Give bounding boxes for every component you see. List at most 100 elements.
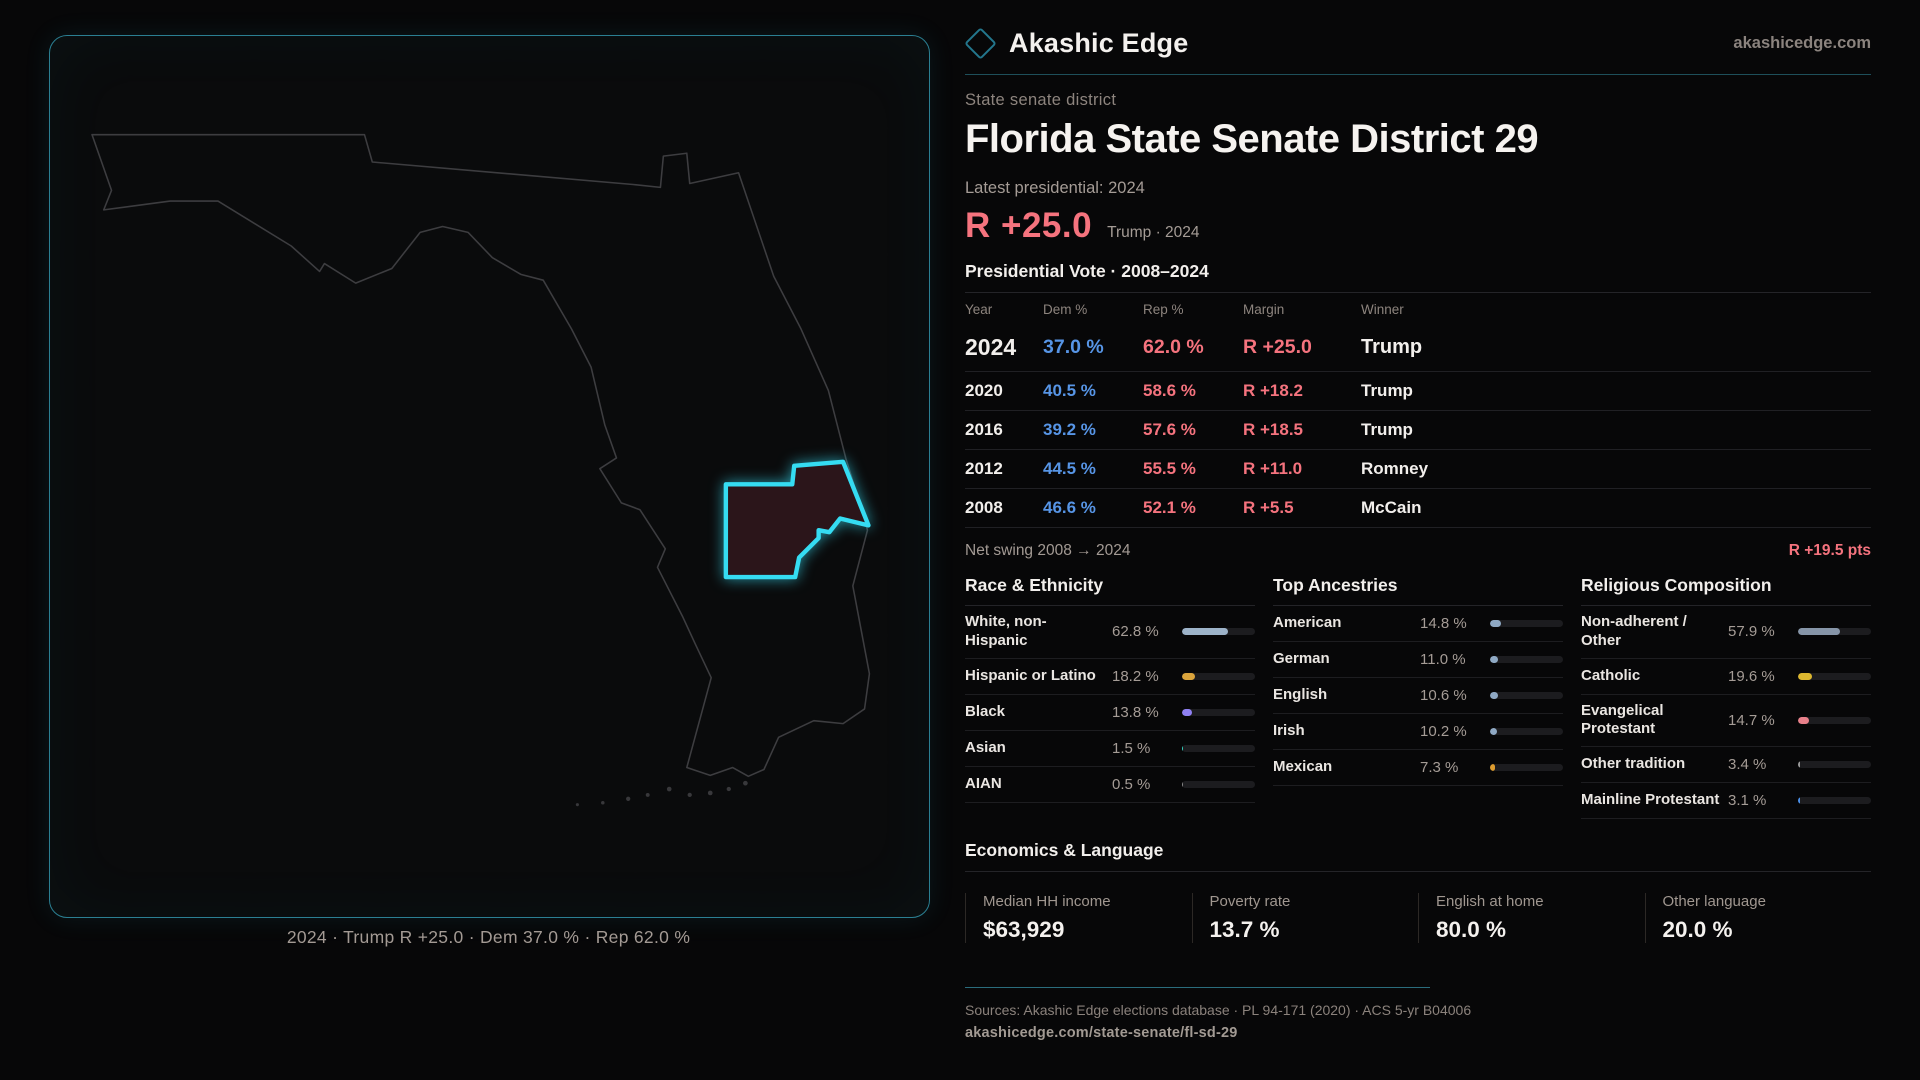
- cell-winner: McCain: [1361, 498, 1422, 517]
- latest-presidential-label: Latest presidential: 2024: [965, 179, 1145, 197]
- demo-label: White, non-Hispanic: [965, 613, 1047, 649]
- demo-value: 10.2 %: [1420, 723, 1467, 740]
- demo-bar-fill: [1182, 672, 1196, 680]
- demo-bar-fill: [1490, 620, 1501, 627]
- demo-bar-fill: [1182, 780, 1183, 788]
- economics-title: Economics & Language: [965, 840, 1871, 872]
- vote-row-2024: 2024 37.0 % 62.0 % R +25.0 Trump: [965, 324, 1871, 372]
- vote-table-title: Presidential Vote · 2008–2024: [965, 261, 1871, 293]
- demo-value: 62.8 %: [1112, 623, 1159, 641]
- demo-bar-fill: [1798, 797, 1801, 804]
- stat-poverty-rate: Poverty rate 13.7 %: [1191, 893, 1419, 943]
- net-swing-value: R +19.5 pts: [1788, 542, 1871, 559]
- demo-bar-fill: [1182, 708, 1193, 716]
- cell-rep-pct: 62.0 %: [1143, 336, 1204, 358]
- demo-bar-track: [1490, 656, 1563, 663]
- economics-stats: Median HH income $63,929 Poverty rate 13.7 …: [965, 893, 1871, 943]
- cell-rep-pct: 52.1 %: [1143, 498, 1196, 517]
- demo-bar-track: [1798, 797, 1871, 804]
- stat-median-hh-income: Median HH income $63,929: [965, 893, 1192, 943]
- permalink-link[interactable]: akashicedge.com/state-senate/fl-sd-29: [965, 1025, 1238, 1041]
- demo-bar-fill: [1182, 628, 1228, 636]
- florida-keys-islands: [575, 780, 748, 807]
- demo-row: White, non-Hispanic 62.8 %: [965, 606, 1255, 659]
- cell-margin: R +11.0: [1243, 459, 1303, 478]
- demo-row: AIAN 0.5 %: [965, 767, 1255, 803]
- stat-other-language: Other language 20.0 %: [1644, 893, 1872, 943]
- demo-row: American 14.8 %: [1273, 606, 1563, 642]
- brand-domain-link[interactable]: akashicedge.com: [1733, 34, 1871, 52]
- page-title: Florida State Senate District 29: [965, 117, 1539, 161]
- demo-label: Asian: [965, 738, 1006, 756]
- stat-value: $63,929: [983, 917, 1065, 942]
- demo-bar-track: [1798, 716, 1871, 724]
- demo-bar-track: [1182, 780, 1255, 788]
- demo-value: 7.3 %: [1420, 759, 1459, 776]
- demo-bar-fill: [1490, 692, 1498, 699]
- demo-row: Irish 10.2 %: [1273, 714, 1563, 750]
- vote-row-2020: 2020 40.5 % 58.6 % R +18.2 Trump: [965, 372, 1871, 411]
- demo-bar-fill: [1798, 716, 1809, 724]
- demo-row: English 10.6 %: [1273, 678, 1563, 714]
- district-29-shape[interactable]: [723, 459, 871, 580]
- demo-value: 10.6 %: [1420, 687, 1467, 704]
- vote-table-header: Year Dem % Rep % Margin Winner: [965, 293, 1871, 324]
- stat-value: 80.0 %: [1436, 917, 1507, 942]
- cell-winner: Trump: [1361, 381, 1413, 400]
- cell-rep-pct: 55.5 %: [1143, 459, 1196, 478]
- florida-map: [91, 133, 871, 807]
- cell-dem-pct: 37.0 %: [1043, 336, 1104, 358]
- demo-bar-fill: [1490, 656, 1499, 663]
- demo-row: Mexican 7.3 %: [1273, 750, 1563, 786]
- demo-label: Mainline Protestant: [1581, 791, 1720, 809]
- demo-row: Asian 1.5 %: [965, 731, 1255, 767]
- demo-bar-fill: [1182, 744, 1184, 752]
- section-title: Top Ancestries: [1273, 575, 1563, 606]
- demo-row: Other tradition 3.4 %: [1581, 747, 1871, 783]
- stat-label: Median HH income: [983, 893, 1111, 910]
- cell-rep-pct: 57.6 %: [1143, 420, 1196, 439]
- net-swing-label: Net swing 2008 → 2024: [965, 542, 1131, 559]
- demo-value: 57.9 %: [1728, 623, 1775, 641]
- col-header-winner: Winner: [1361, 302, 1404, 317]
- col-header-rep: Rep %: [1143, 302, 1184, 317]
- map-caption: 2024 · Trump R +25.0 · Dem 37.0 % · Rep …: [286, 927, 691, 947]
- map-panel: [49, 35, 930, 918]
- demo-row: Non-adherent / Other 57.9 %: [1581, 606, 1871, 659]
- section-title: Race & Ethnicity: [965, 575, 1255, 606]
- demo-row: Mainline Protestant 3.1 %: [1581, 783, 1871, 819]
- cell-winner: Romney: [1361, 459, 1429, 478]
- demo-bar-track: [1490, 620, 1563, 627]
- demo-bar-track: [1798, 761, 1871, 768]
- section-top-ancestries: Top Ancestries American 14.8 % German 11.0 %…: [1273, 575, 1563, 819]
- demo-row: Evangelical Protestant 14.7 %: [1581, 695, 1871, 747]
- vote-row-2016: 2016 39.2 % 57.6 % R +18.5 Trump: [965, 411, 1871, 450]
- demo-value: 13.8 %: [1112, 703, 1159, 721]
- stat-value: 13.7 %: [1209, 917, 1280, 942]
- col-header-year: Year: [965, 302, 993, 317]
- cell-dem-pct: 39.2 %: [1043, 420, 1096, 439]
- vote-row-2012: 2012 44.5 % 55.5 % R +11.0 Romney: [965, 450, 1871, 489]
- col-header-dem: Dem %: [1043, 302, 1088, 317]
- vote-table: Year Dem % Rep % Margin Winner 2024 37.0 % 62.…: [965, 293, 1871, 528]
- demo-value: 18.2 %: [1112, 667, 1159, 685]
- demo-label: American: [1273, 614, 1342, 632]
- stat-label: Other language: [1662, 893, 1766, 910]
- demo-value: 14.8 %: [1420, 615, 1467, 632]
- cell-year: 2012: [965, 459, 1003, 478]
- demo-label: Catholic: [1581, 666, 1641, 684]
- cell-year: 2020: [965, 381, 1003, 400]
- demo-bar-track: [1490, 692, 1563, 699]
- section-race-ethnicity: Race & Ethnicity White, non-Hispanic 62.8 …: [965, 575, 1255, 819]
- footer: Sources: Akashic Edge elections database…: [965, 987, 1871, 1041]
- demo-label: Hispanic or Latino: [965, 666, 1096, 684]
- demo-label: AIAN: [965, 774, 1002, 792]
- detail-panel: Akashic Edge akashicedge.com State senat…: [964, 27, 1871, 1041]
- brand-name: Akashic Edge: [1009, 28, 1189, 58]
- section-title: Religious Composition: [1581, 575, 1871, 606]
- header: Akashic Edge akashicedge.com: [964, 27, 1871, 75]
- demo-value: 1.5 %: [1112, 739, 1151, 757]
- demo-bar-track: [1798, 672, 1871, 680]
- demo-bar-track: [1182, 672, 1255, 680]
